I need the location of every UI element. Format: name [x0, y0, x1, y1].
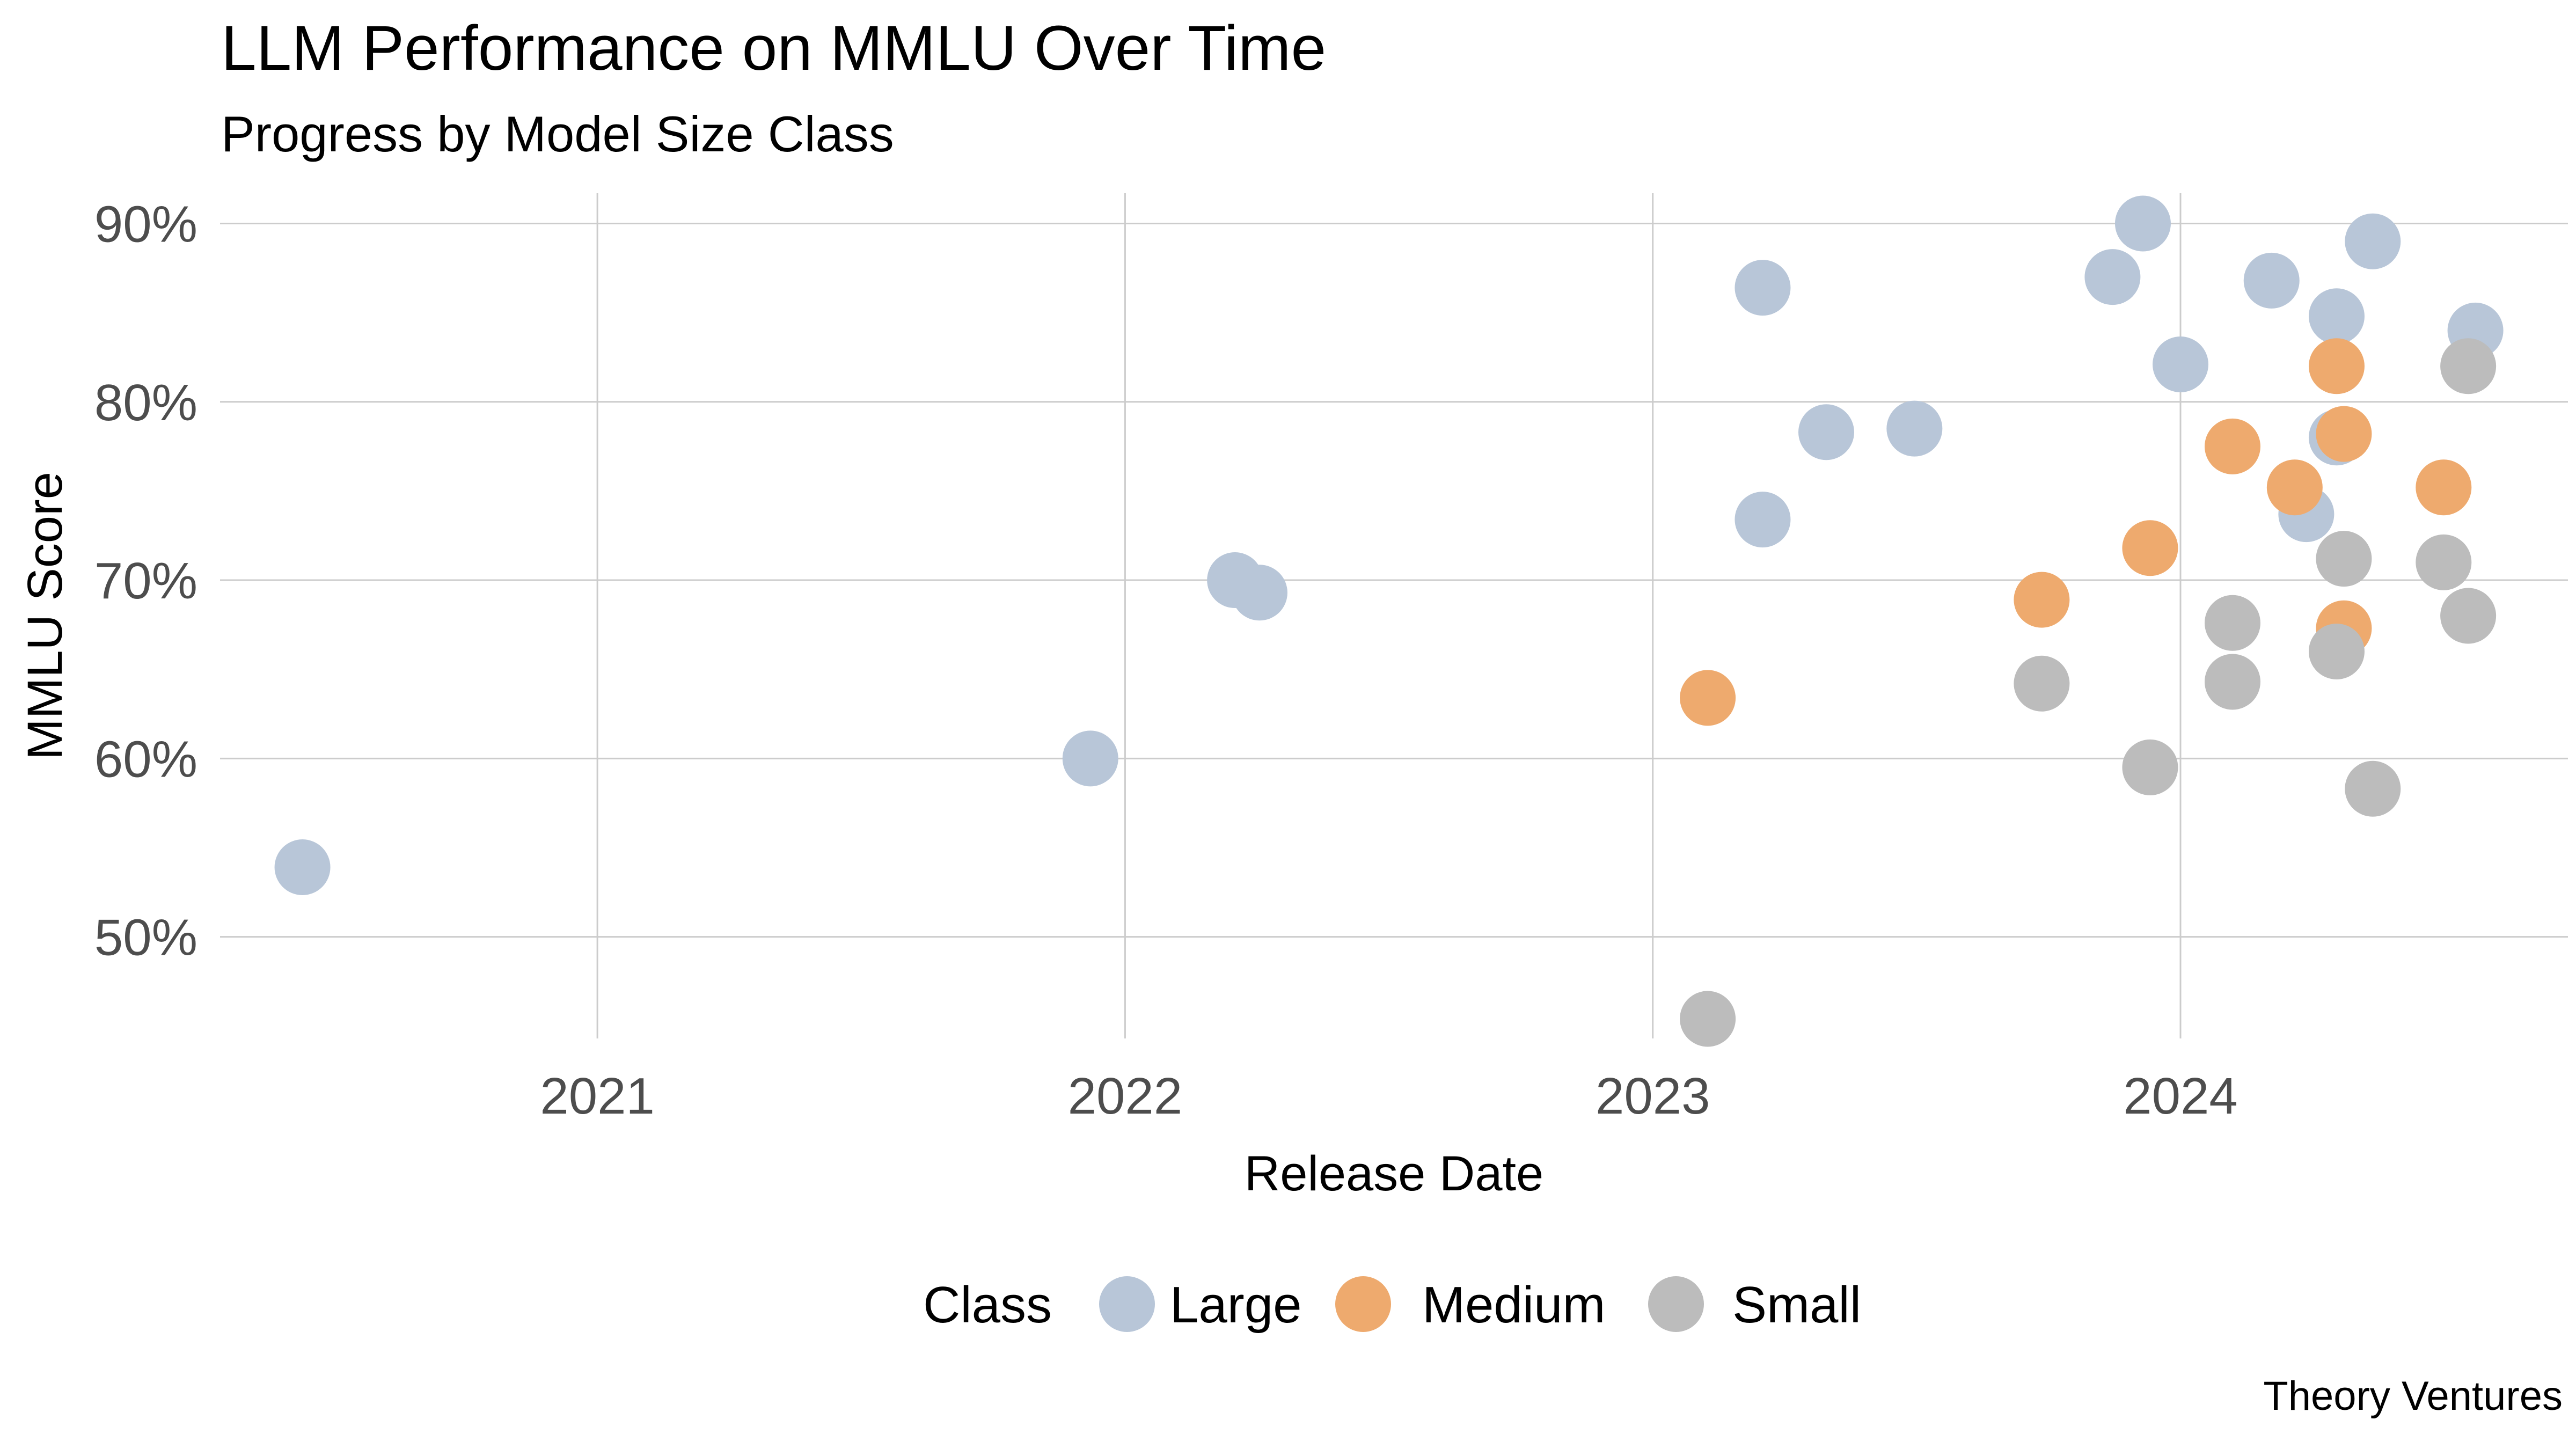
legend-key-small: [1648, 1276, 1704, 1332]
legend-key-medium: [1335, 1276, 1391, 1332]
y-axis-title: MMLU Score: [18, 472, 72, 760]
legend: Class Large Medium Small: [923, 1276, 1861, 1334]
point-large: [2345, 213, 2401, 269]
point-large: [1735, 260, 1791, 316]
x-axis-title: Release Date: [1245, 1146, 1543, 1201]
point-small: [2014, 655, 2070, 712]
point-large: [1062, 730, 1118, 787]
point-small: [1680, 991, 1736, 1047]
point-medium: [2308, 338, 2365, 394]
legend-label-medium: Medium: [1422, 1276, 1605, 1334]
x-tick-label: 2023: [1596, 1067, 1710, 1125]
point-large: [1735, 492, 1791, 548]
point-large: [1231, 565, 1287, 621]
legend-title: Class: [923, 1276, 1052, 1334]
point-large: [2084, 249, 2141, 305]
point-medium: [2014, 572, 2070, 628]
point-large: [1798, 404, 1854, 460]
point-small: [2440, 588, 2497, 644]
point-small: [2416, 534, 2472, 590]
x-tick-labels: 2021 2022 2023 2024: [540, 1067, 2237, 1125]
legend-label-small: Small: [1732, 1276, 1861, 1334]
y-tick-label: 70%: [94, 552, 197, 610]
chart-caption: Theory Ventures: [2263, 1373, 2563, 1419]
y-tick-label: 80%: [94, 374, 197, 431]
grid-lines: [220, 193, 2568, 1038]
y-tick-label: 90%: [94, 195, 197, 253]
point-medium: [2316, 406, 2372, 462]
point-small: [2205, 595, 2260, 651]
point-small: [2122, 739, 2178, 795]
y-tick-labels: 50% 60% 70% 80% 90%: [94, 195, 197, 966]
data-points: [274, 195, 2504, 1047]
point-large: [2308, 288, 2365, 345]
point-medium: [2266, 459, 2323, 516]
point-large: [274, 839, 331, 896]
x-tick-label: 2022: [1068, 1067, 1183, 1125]
point-large: [2153, 336, 2209, 392]
point-small: [2316, 531, 2372, 587]
y-tick-label: 50%: [94, 909, 197, 967]
x-tick-label: 2021: [540, 1067, 655, 1125]
point-small: [2205, 654, 2260, 710]
point-large: [2243, 252, 2300, 309]
point-large: [1886, 400, 1943, 457]
legend-key-large: [1099, 1276, 1155, 1332]
chart-title: LLM Performance on MMLU Over Time: [221, 13, 1327, 84]
point-medium: [1680, 670, 1736, 726]
point-large: [2114, 195, 2171, 252]
y-tick-label: 60%: [94, 730, 197, 788]
point-medium: [2416, 459, 2472, 516]
point-medium: [2205, 418, 2260, 474]
x-tick-label: 2024: [2123, 1067, 2238, 1125]
point-medium: [2122, 520, 2178, 576]
chart-subtitle: Progress by Model Size Class: [221, 106, 894, 162]
point-small: [2440, 338, 2497, 394]
point-small: [2345, 760, 2401, 817]
legend-label-large: Large: [1170, 1276, 1302, 1334]
point-small: [2308, 623, 2365, 679]
